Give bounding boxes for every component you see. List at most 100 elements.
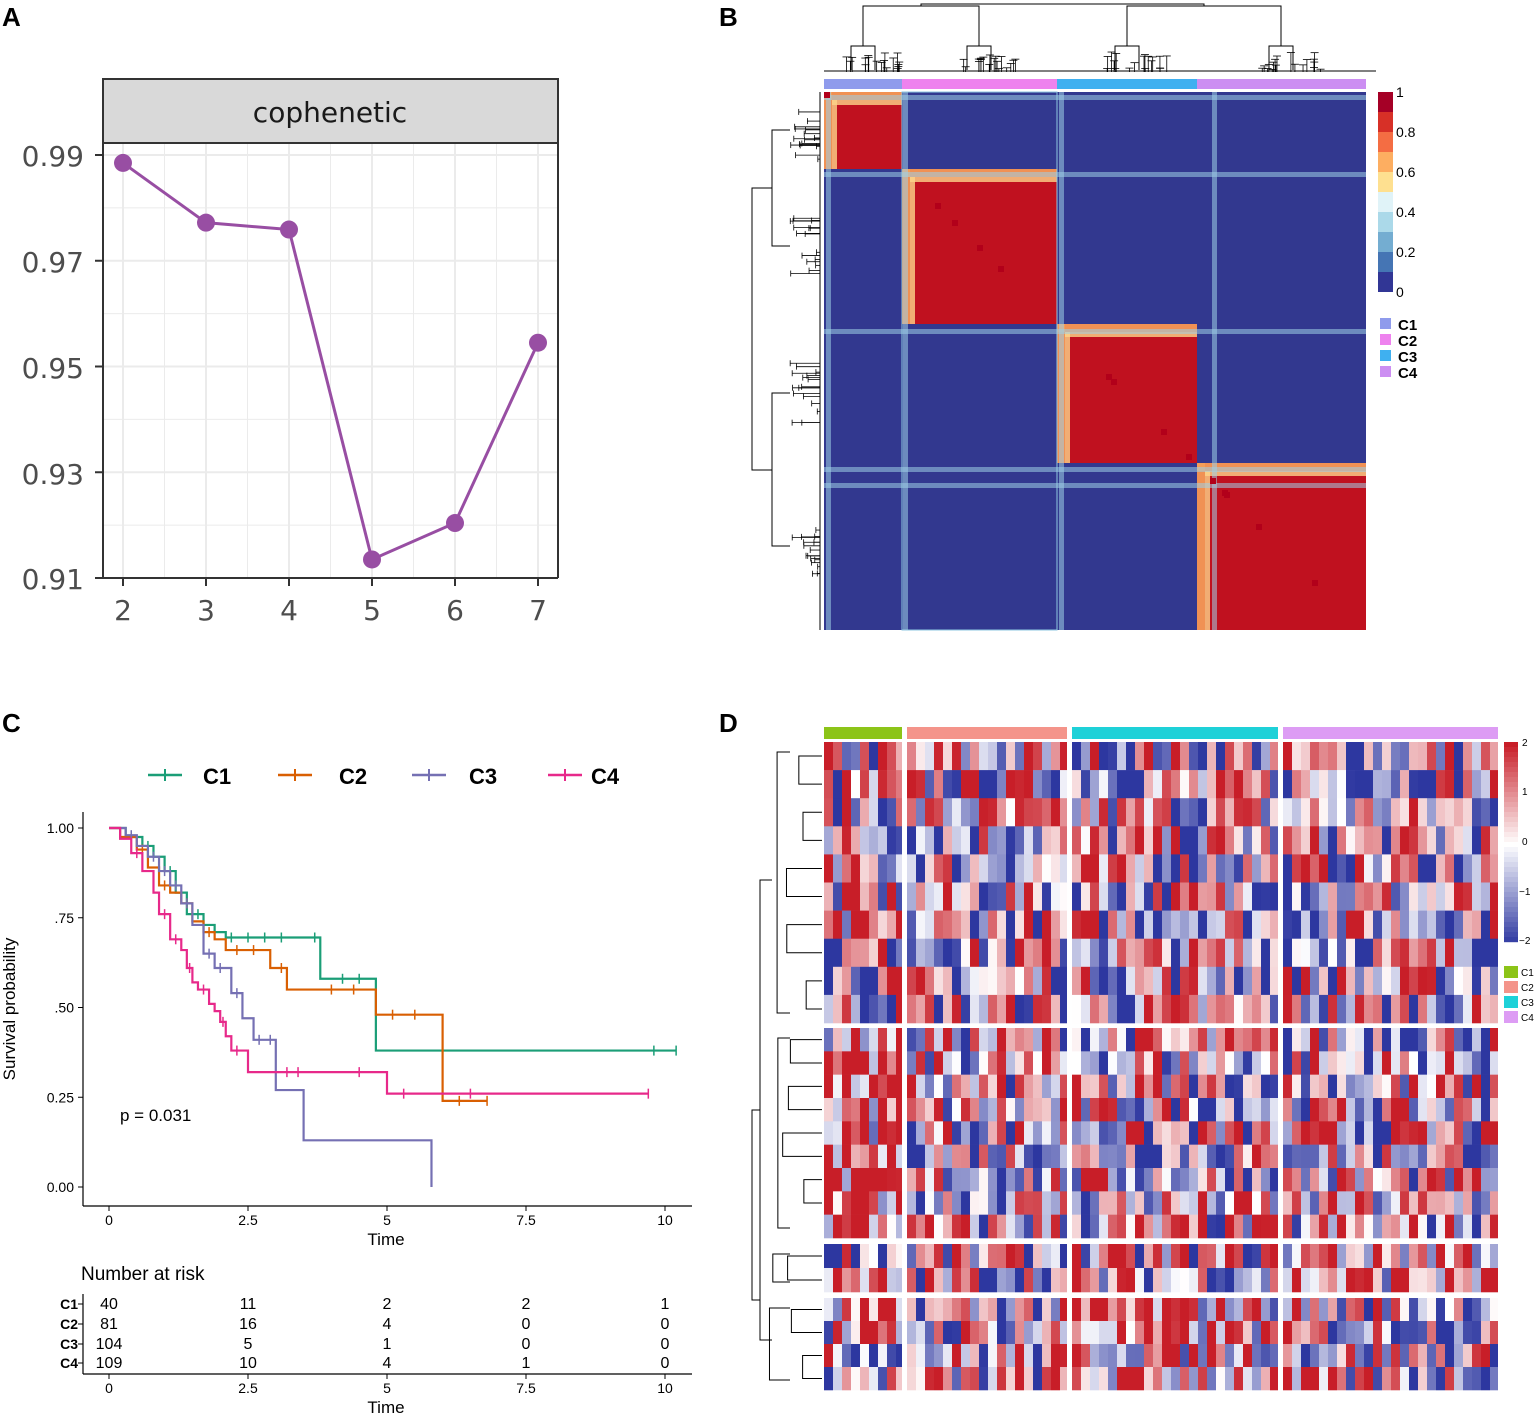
heatmap-cell [1373,1298,1382,1322]
heatmap-cell [833,1144,842,1169]
heatmap-cell [1180,770,1189,799]
heatmap-cell [842,770,851,799]
heatmap-cell [1346,882,1355,911]
heatmap-cell [1373,1028,1382,1052]
scale-cell [1504,792,1518,798]
band [824,172,1366,177]
heatmap-cell [1189,1268,1198,1293]
heatmap-cell [887,742,896,771]
heatmap-cell [1042,910,1051,939]
heatmap-cell [878,854,887,883]
heatmap-cell [988,1344,997,1368]
heatmap-cell [1310,742,1319,771]
heatmap-cell [961,798,970,827]
heatmap-cell [952,1098,961,1122]
heatmap-cell [1081,966,1090,996]
heatmap-cell [1216,1028,1225,1052]
heatmap-cell [1409,1268,1418,1293]
heatmap-cell [1135,994,1144,1024]
heatmap-cell [860,854,869,883]
heatmap-cell [1189,770,1198,799]
heatmap-cell [988,1268,997,1293]
scale-label: 0.8 [1396,124,1416,140]
heatmap-cell [1355,770,1364,799]
heatmap-cell [1006,1191,1015,1215]
heatmap-cell [1081,910,1090,939]
heatmap-cell [1090,994,1099,1024]
heatmap-cell [1180,1244,1189,1269]
legend-label: C3 [469,764,497,789]
heatmap-cell [907,1244,916,1269]
heatmap-cell [1072,854,1081,883]
heatmap-cell [1033,1168,1042,1192]
heatmap-cell [1436,994,1445,1024]
heatmap-cell [1198,1144,1207,1169]
heatmap-cell [907,1367,916,1391]
heatmap-cell [887,1298,896,1322]
heatmap-cell [916,1367,925,1391]
heatmap-cell [1481,1121,1490,1145]
heatmap-cell [1301,826,1310,855]
panel-c-survival: C1 C2 C3 C4 0.000.25.50.751.000 2.5 5 7.5 10… [0,764,692,1415]
risk-x-axis-title: Time [367,1398,404,1415]
heatmap-cell [1252,910,1261,939]
heatmap-cell [878,1098,887,1122]
heatmap-cell [943,910,952,939]
heatmap-cell [1472,1191,1481,1215]
heatmap-cell [1472,770,1481,799]
scale-cell [1504,827,1518,833]
heatmap-cell [1015,1028,1024,1052]
heatmap-cell [916,910,925,939]
heatmap-cell [1292,1051,1301,1075]
heatmap-cell [1436,882,1445,911]
heatmap-cell [1207,882,1216,911]
heatmap-cell [943,1074,952,1099]
heatmap-cell [1051,854,1060,883]
heatmap-cell [896,1268,902,1293]
heatmap-cell [1391,1244,1400,1269]
heatmap-cell [1328,938,1337,968]
heatmap-cell [952,854,961,883]
heatmap-cell [1490,938,1498,968]
heatmap-cell [1024,1321,1033,1345]
heatmap-cell [1364,798,1373,827]
heatmap-cell [860,882,869,911]
heatmap-cell [878,742,887,771]
heatmap-cell [1463,1051,1472,1075]
heatmap-cell [1108,770,1117,799]
heatmap-cell [1261,966,1270,996]
heatmap-cell [1198,1028,1207,1052]
heatmap-cell [952,770,961,799]
heatmap-cell [961,1028,970,1052]
heatmap-cell [1270,1144,1278,1169]
heatmap-cell [1346,966,1355,996]
heatmap-cell [1099,1144,1108,1169]
heatmap-cell [988,994,997,1024]
heatmap-cell [997,854,1006,883]
scale-cell [1504,922,1518,928]
heatmap-cell [1243,1074,1252,1099]
heatmap-cell [1006,994,1015,1024]
risk-cell: 104 [96,1336,123,1353]
heatmap-cell [1301,854,1310,883]
heatmap-cell [1283,1051,1292,1075]
heatmap-cell [869,910,878,939]
heatmap-cell [1261,798,1270,827]
band [1212,92,1217,630]
heatmap-cell [1355,1191,1364,1215]
heatmap-cell [842,1191,851,1215]
heatmap-cell [1162,1244,1171,1269]
scale-cell [1504,927,1518,933]
heatmap-cell [887,1367,896,1391]
heatmap-cell [1454,1298,1463,1322]
heatmap-cell [1252,1098,1261,1122]
heatmap-cell [896,882,902,911]
scale-cell [1378,252,1393,272]
heatmap-cell [1006,854,1015,883]
heatmap-cell [1189,1168,1198,1192]
heatmap-cell [934,882,943,911]
heatmap-cell [1454,1168,1463,1192]
heatmap-cell [1135,938,1144,968]
heatmap-cell [1463,882,1472,911]
heatmap-cell [1409,966,1418,996]
